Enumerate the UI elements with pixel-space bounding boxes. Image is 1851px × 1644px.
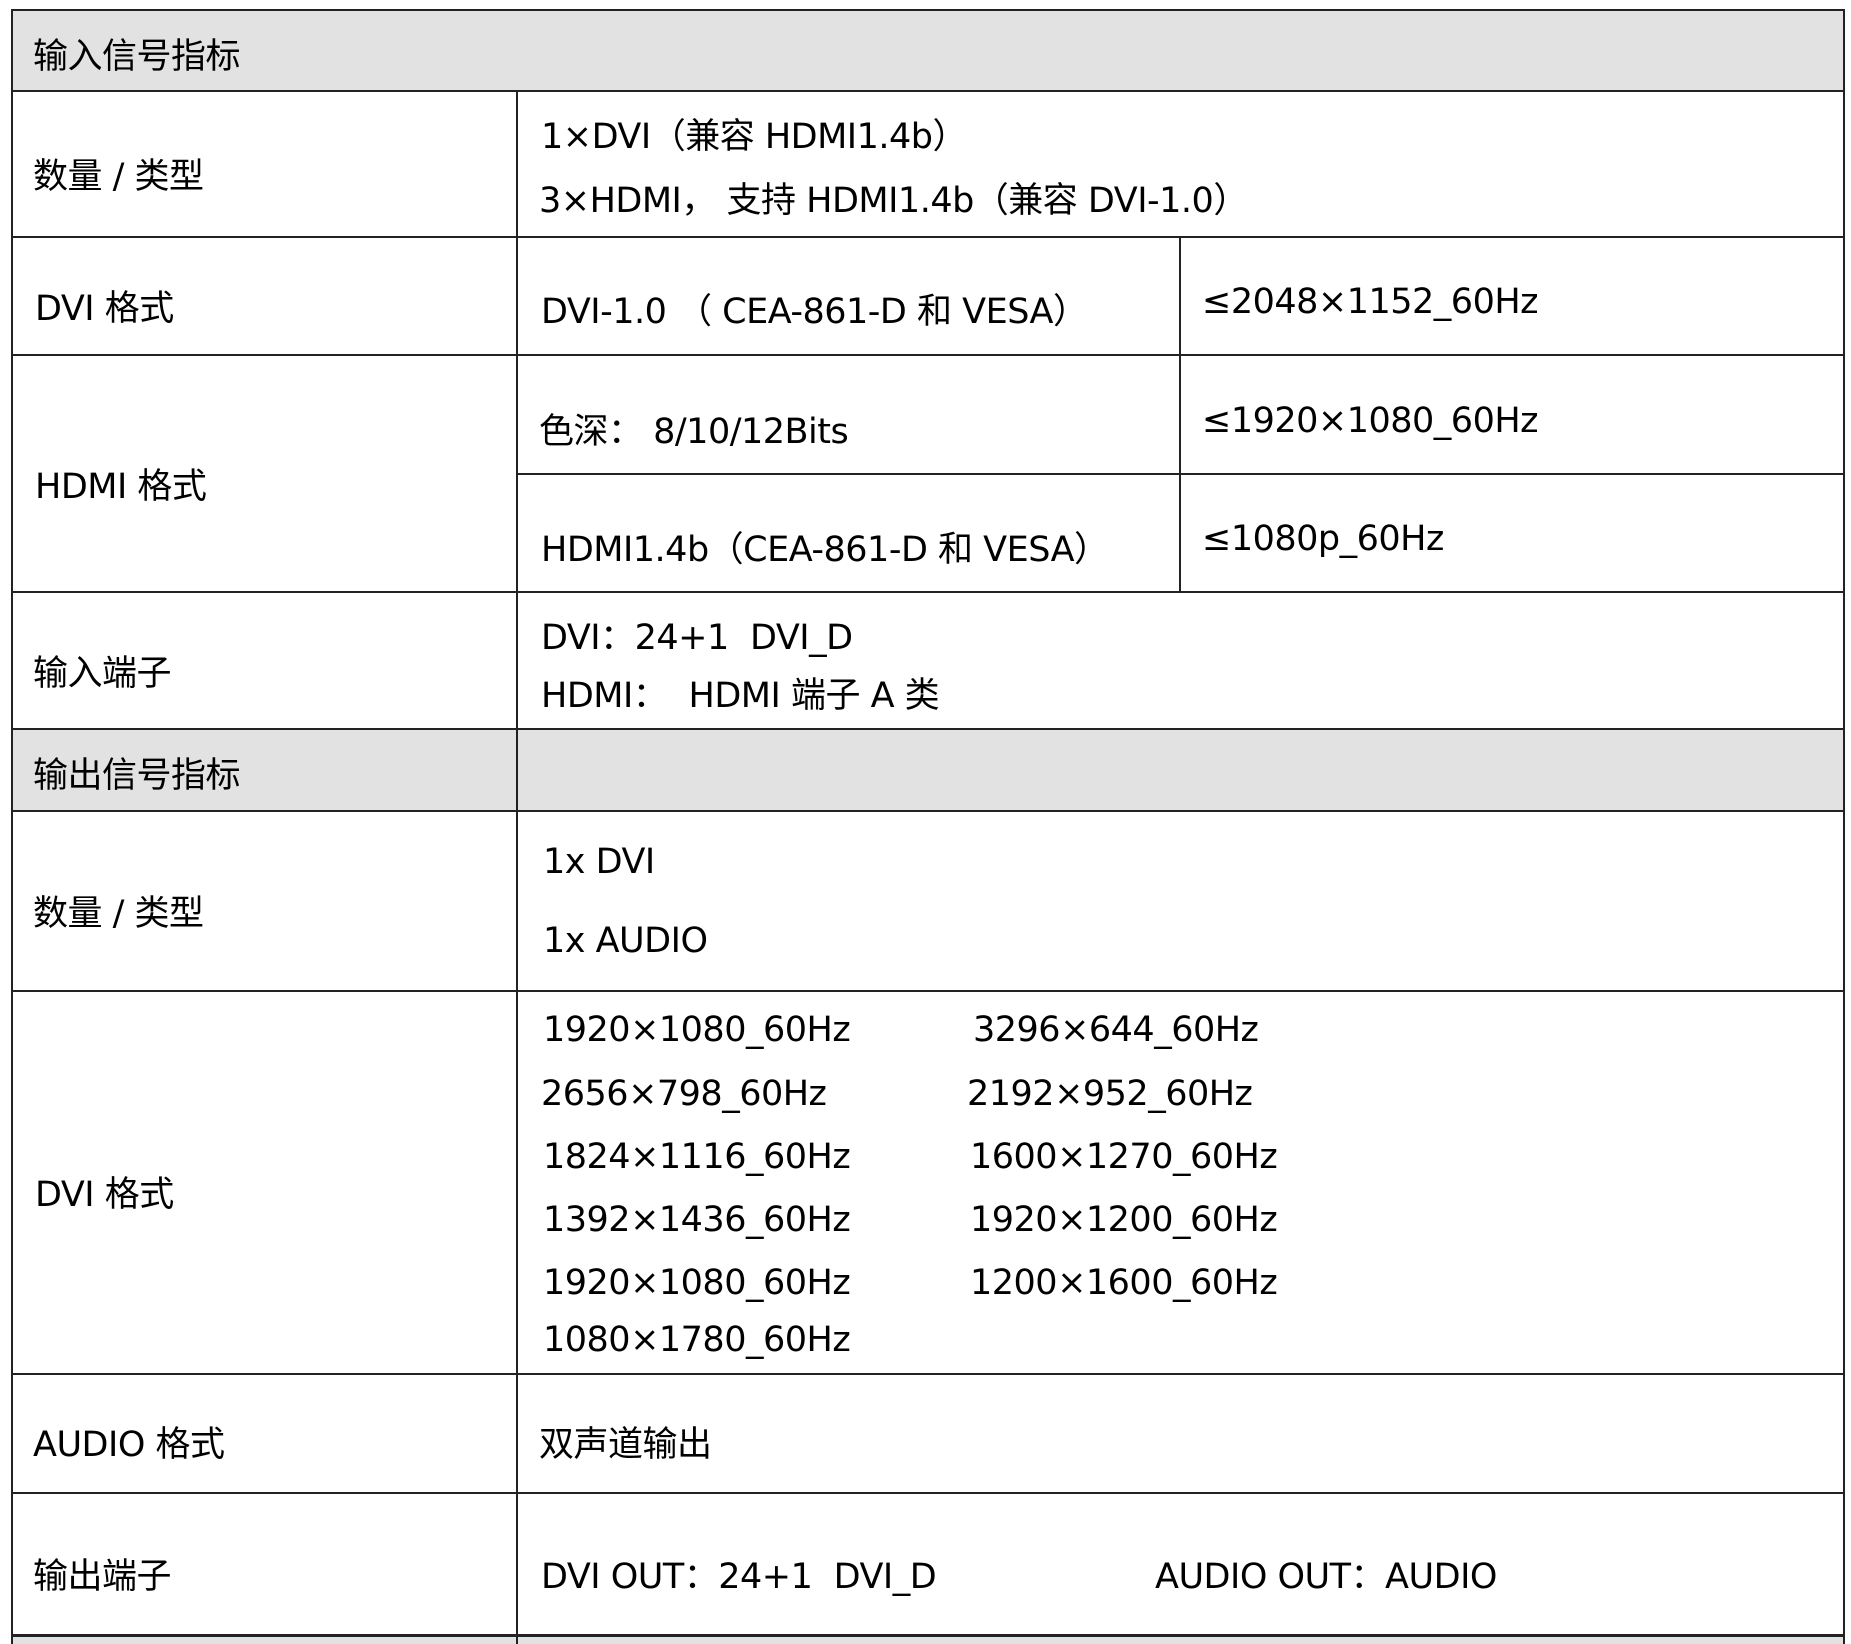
divider [12,90,1844,92]
output-dvi-resolution: 1920×1200_60Hz [970,1200,1278,1240]
input-ports-line: DVI：24+1 DVI_D [541,618,853,658]
output-ports-label: 输出端子 [33,1557,172,1597]
output-dvi-resolution: 1920×1080_60Hz [543,1010,851,1050]
output-dvi-resolution: 1080×1780_60Hz [543,1320,851,1360]
next-section-header [12,1635,1844,1644]
output-section-title: 输出信号指标 [33,756,241,796]
output-count-line: 1x AUDIO [543,921,708,961]
output-dvi-resolution: 3296×644_60Hz [973,1010,1259,1050]
divider [12,1634,1844,1637]
divider [12,810,1844,812]
output-dvi-resolution: 2192×952_60Hz [967,1074,1253,1114]
output-dvi-resolution: 1200×1600_60Hz [970,1263,1278,1303]
divider [12,354,1844,356]
divider [12,990,1844,992]
input-dvi-format-spec: DVI-1.0 （ CEA-861-D 和 VESA） [541,292,1088,332]
output-section-header [12,728,1844,810]
output-dvi-resolution: 1824×1116_60Hz [543,1137,851,1177]
input-ports-label: 输入端子 [33,654,172,694]
input-dvi-format-label: DVI 格式 [35,289,174,329]
input-section-title: 输入信号指标 [33,37,241,77]
divider [1179,236,1181,591]
output-ports-dvi: DVI OUT：24+1 DVI_D [541,1557,937,1597]
divider [12,236,1844,238]
output-audio-format-label: AUDIO 格式 [33,1425,225,1465]
output-dvi-resolution: 1600×1270_60Hz [970,1137,1278,1177]
input-ports-line: HDMI： HDMI 端子 A 类 [541,676,940,716]
output-dvi-resolution: 1392×1436_60Hz [543,1200,851,1240]
divider [12,591,1844,593]
divider [12,1373,1844,1375]
divider [12,1492,1844,1494]
input-section-header [12,9,1844,91]
divider [12,9,1844,11]
divider [11,9,13,1644]
output-dvi-resolution: 1920×1080_60Hz [543,1263,851,1303]
divider [12,728,1844,730]
divider [516,90,518,1644]
divider [1843,9,1845,1644]
input-hdmi-spec: HDMI1.4b（CEA-861-D 和 VESA） [541,530,1109,570]
input-dvi-format-max: ≤2048×1152_60Hz [1202,282,1539,322]
input-hdmi-format-label: HDMI 格式 [35,467,207,507]
input-count-line: 3×HDMI， 支持 HDMI1.4b（兼容 DVI-1.0） [539,181,1248,221]
input-count-type-label: 数量 / 类型 [33,157,204,197]
output-count-line: 1x DVI [543,842,655,882]
output-audio-format-value: 双声道输出 [539,1425,712,1465]
output-count-type-label: 数量 / 类型 [33,894,204,934]
input-hdmi-max: ≤1080p_60Hz [1202,519,1444,559]
input-hdmi-spec: 色深： 8/10/12Bits [539,412,849,452]
output-dvi-resolution: 2656×798_60Hz [541,1074,827,1114]
input-hdmi-max: ≤1920×1080_60Hz [1202,401,1539,441]
output-dvi-format-label: DVI 格式 [35,1175,174,1215]
output-ports-audio: AUDIO OUT：AUDIO [1155,1557,1497,1597]
input-count-line: 1×DVI（兼容 HDMI1.4b） [541,117,968,157]
